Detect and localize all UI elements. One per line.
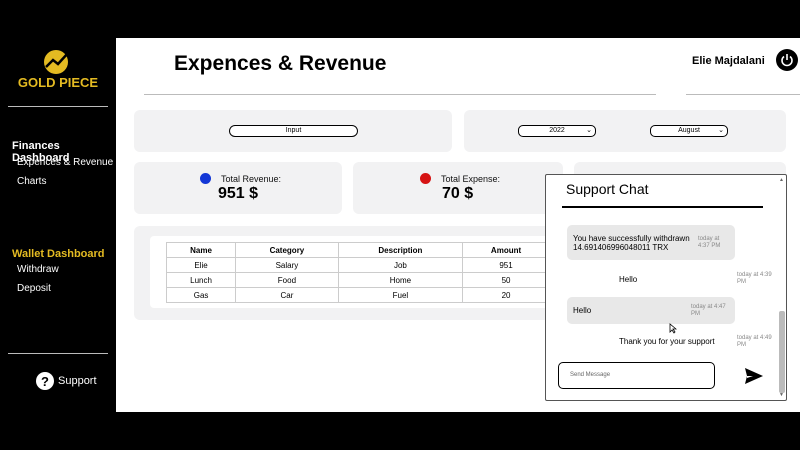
chat-scrollbar[interactable]: ▲ ▼: [778, 177, 786, 399]
table-row[interactable]: Gas Car Fuel 20: [165, 287, 550, 303]
expense-card: Total Expense: 70 $: [353, 162, 563, 214]
chat-message-input[interactable]: Send Message: [558, 362, 715, 389]
expense-label: Total Expense:: [441, 174, 501, 184]
gold-chart-logo-icon: [44, 50, 71, 74]
mouse-cursor-icon: [669, 321, 678, 339]
table-cell: Home: [337, 272, 464, 288]
transactions-table: Name Category Description Amount Elie Sa…: [165, 242, 550, 303]
message-text: Hello: [573, 306, 592, 315]
year-select[interactable]: 2022 ⌄: [518, 125, 596, 137]
revenue-dot: [200, 173, 211, 184]
table-row[interactable]: Elie Salary Job 951: [165, 257, 550, 273]
transactions-panel: Name Category Description Amount Elie Sa…: [134, 226, 564, 320]
help-icon: ?: [36, 372, 54, 390]
table-cell: 20: [462, 287, 550, 303]
column-header-category: Category: [235, 242, 339, 258]
support-chat-window: Support Chat You have successfully withd…: [545, 174, 787, 401]
table-cell: 50: [462, 272, 550, 288]
column-header-description: Description: [337, 242, 464, 258]
column-header-amount: Amount: [462, 242, 550, 258]
chevron-down-icon: ⌄: [586, 127, 592, 134]
table-header-row: Name Category Description Amount: [165, 242, 550, 258]
table-cell: Food: [235, 272, 339, 288]
revenue-value: 951 $: [218, 185, 259, 202]
sidebar-section-wallet[interactable]: Wallet Dashboard: [12, 248, 105, 260]
send-button[interactable]: [743, 366, 765, 386]
sidebar-item-withdraw[interactable]: Withdraw: [17, 264, 59, 275]
chat-title-divider: [562, 206, 763, 208]
chat-message-sent: Hello: [619, 275, 638, 284]
chat-message-sent: Thank you for your support: [619, 337, 715, 346]
table-cell: 951: [462, 257, 550, 273]
support-label: Support: [58, 375, 97, 387]
scroll-up-icon[interactable]: ▲: [779, 177, 784, 183]
scroll-thumb[interactable]: [779, 311, 785, 393]
table-cell: Elie: [165, 257, 237, 273]
page-title: Expences & Revenue: [174, 52, 387, 75]
chat-title: Support Chat: [566, 181, 649, 197]
message-timestamp: today at 4:37 PM: [698, 236, 721, 249]
filter-input[interactable]: Input: [229, 125, 358, 137]
scroll-down-icon[interactable]: ▼: [779, 392, 784, 398]
message-timestamp: today at 4:47 PM: [691, 304, 726, 317]
transactions-card: Name Category Description Amount Elie Sa…: [150, 236, 550, 308]
date-filter-panel: 2022 ⌄ August ⌄: [464, 110, 786, 152]
brand-name: GOLD PIECE: [17, 75, 99, 90]
table-cell: Fuel: [337, 287, 464, 303]
revenue-label: Total Revenue:: [221, 174, 282, 184]
table-cell: Job: [337, 257, 464, 273]
expense-value: 70 $: [442, 185, 474, 202]
support-link[interactable]: ? Support: [36, 372, 97, 390]
table-cell: Lunch: [165, 272, 237, 288]
title-divider: [144, 94, 656, 95]
year-value: 2022: [549, 127, 565, 134]
message-timestamp: today at 4:49 PM: [737, 335, 772, 348]
input-panel: Input: [134, 110, 452, 152]
chat-message-received: You have successfully withdrawn 14.69140…: [567, 225, 735, 260]
sidebar-item-deposit[interactable]: Deposit: [17, 283, 51, 294]
sidebar-divider: [8, 106, 108, 107]
column-header-name: Name: [165, 242, 237, 258]
expense-dot: [420, 173, 431, 184]
month-select[interactable]: August ⌄: [650, 125, 728, 137]
send-icon: [745, 368, 763, 384]
table-cell: Gas: [165, 287, 237, 303]
table-cell: Salary: [235, 257, 339, 273]
logout-button[interactable]: [776, 49, 798, 71]
message-timestamp: today at 4:39 PM: [737, 272, 772, 285]
table-cell: Car: [235, 287, 339, 303]
power-icon: [781, 54, 793, 67]
chevron-down-icon: ⌄: [718, 127, 724, 134]
revenue-card: Total Revenue: 951 $: [134, 162, 342, 214]
chat-message-received: Hello today at 4:47 PM: [567, 297, 735, 324]
header-divider: [686, 94, 800, 95]
sidebar-item-charts[interactable]: Charts: [17, 176, 47, 187]
brand-logo[interactable]: GOLD PIECE: [8, 48, 108, 90]
sidebar-section-finances[interactable]: Finances Dashboard: [12, 140, 70, 164]
month-value: August: [678, 127, 700, 134]
sidebar: GOLD PIECE Finances Dashboard Expences &…: [0, 38, 116, 412]
message-text: You have successfully withdrawn 14.69140…: [573, 234, 690, 252]
user-name: Elie Majdalani: [692, 55, 765, 67]
sidebar-item-expences-revenue[interactable]: Expences & Revenue: [17, 157, 114, 168]
table-row[interactable]: Lunch Food Home 50: [165, 272, 550, 288]
sidebar-divider: [8, 353, 108, 354]
